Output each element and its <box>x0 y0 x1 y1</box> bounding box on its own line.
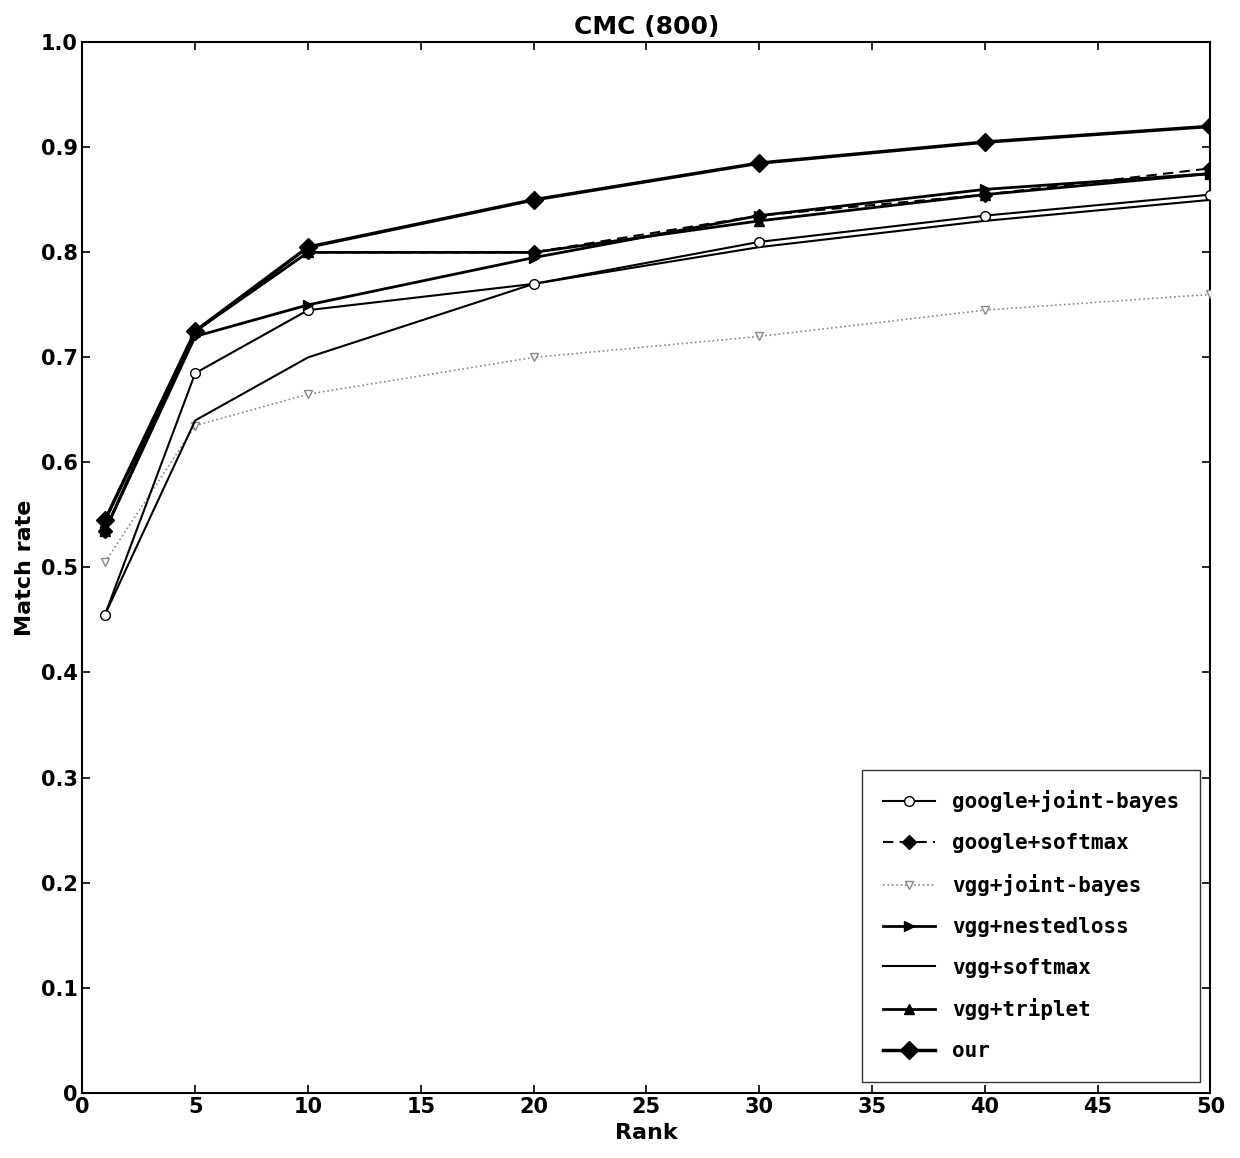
google+joint-bayes <box>98 608 113 622</box>
google+joint-bayes <box>977 208 992 222</box>
google+joint-bayes <box>300 303 315 317</box>
vgg+softmax <box>300 351 315 365</box>
vgg+joint-bayes <box>300 387 315 401</box>
vgg+triplet <box>977 188 992 201</box>
vgg+nestedloss <box>751 208 766 222</box>
google+softmax <box>751 208 766 222</box>
vgg+softmax <box>1203 193 1218 207</box>
our <box>98 513 113 527</box>
Line: our: our <box>99 120 1216 527</box>
Line: vgg+softmax: vgg+softmax <box>105 200 1210 615</box>
google+softmax <box>300 245 315 259</box>
our <box>751 156 766 170</box>
vgg+softmax <box>526 277 541 291</box>
vgg+nestedloss <box>187 330 202 344</box>
our <box>300 240 315 254</box>
Line: vgg+triplet: vgg+triplet <box>100 169 1215 535</box>
Legend: google+joint-bayes, google+softmax, vgg+joint-bayes, vgg+nestedloss, vgg+softmax: google+joint-bayes, google+softmax, vgg+… <box>862 770 1200 1083</box>
vgg+joint-bayes <box>187 419 202 433</box>
vgg+triplet <box>187 324 202 338</box>
vgg+joint-bayes <box>98 555 113 569</box>
google+softmax <box>1203 161 1218 175</box>
google+joint-bayes <box>526 277 541 291</box>
Line: google+softmax: google+softmax <box>100 163 1215 535</box>
google+softmax <box>187 324 202 338</box>
google+softmax <box>977 188 992 201</box>
vgg+joint-bayes <box>977 303 992 317</box>
vgg+softmax <box>98 608 113 622</box>
vgg+nestedloss <box>98 523 113 537</box>
google+softmax <box>98 523 113 537</box>
google+joint-bayes <box>1203 188 1218 201</box>
Y-axis label: Match rate: Match rate <box>15 499 35 636</box>
vgg+triplet <box>98 523 113 537</box>
vgg+triplet <box>526 245 541 259</box>
vgg+triplet <box>300 245 315 259</box>
vgg+nestedloss <box>300 298 315 312</box>
Line: vgg+nestedloss: vgg+nestedloss <box>100 169 1215 535</box>
vgg+nestedloss <box>526 250 541 264</box>
google+softmax <box>526 245 541 259</box>
vgg+joint-bayes <box>751 330 766 344</box>
Line: vgg+joint-bayes: vgg+joint-bayes <box>100 291 1215 566</box>
our <box>977 135 992 149</box>
vgg+triplet <box>1203 167 1218 181</box>
vgg+nestedloss <box>977 183 992 197</box>
vgg+softmax <box>751 240 766 254</box>
Line: google+joint-bayes: google+joint-bayes <box>100 190 1215 620</box>
vgg+softmax <box>187 413 202 427</box>
Title: CMC (800): CMC (800) <box>574 15 719 39</box>
vgg+triplet <box>751 214 766 228</box>
google+joint-bayes <box>187 366 202 380</box>
vgg+nestedloss <box>1203 167 1218 181</box>
X-axis label: Rank: Rank <box>615 1123 678 1143</box>
vgg+softmax <box>977 214 992 228</box>
vgg+joint-bayes <box>1203 287 1218 301</box>
our <box>1203 119 1218 133</box>
vgg+joint-bayes <box>526 351 541 365</box>
our <box>526 193 541 207</box>
google+joint-bayes <box>751 235 766 249</box>
our <box>187 324 202 338</box>
